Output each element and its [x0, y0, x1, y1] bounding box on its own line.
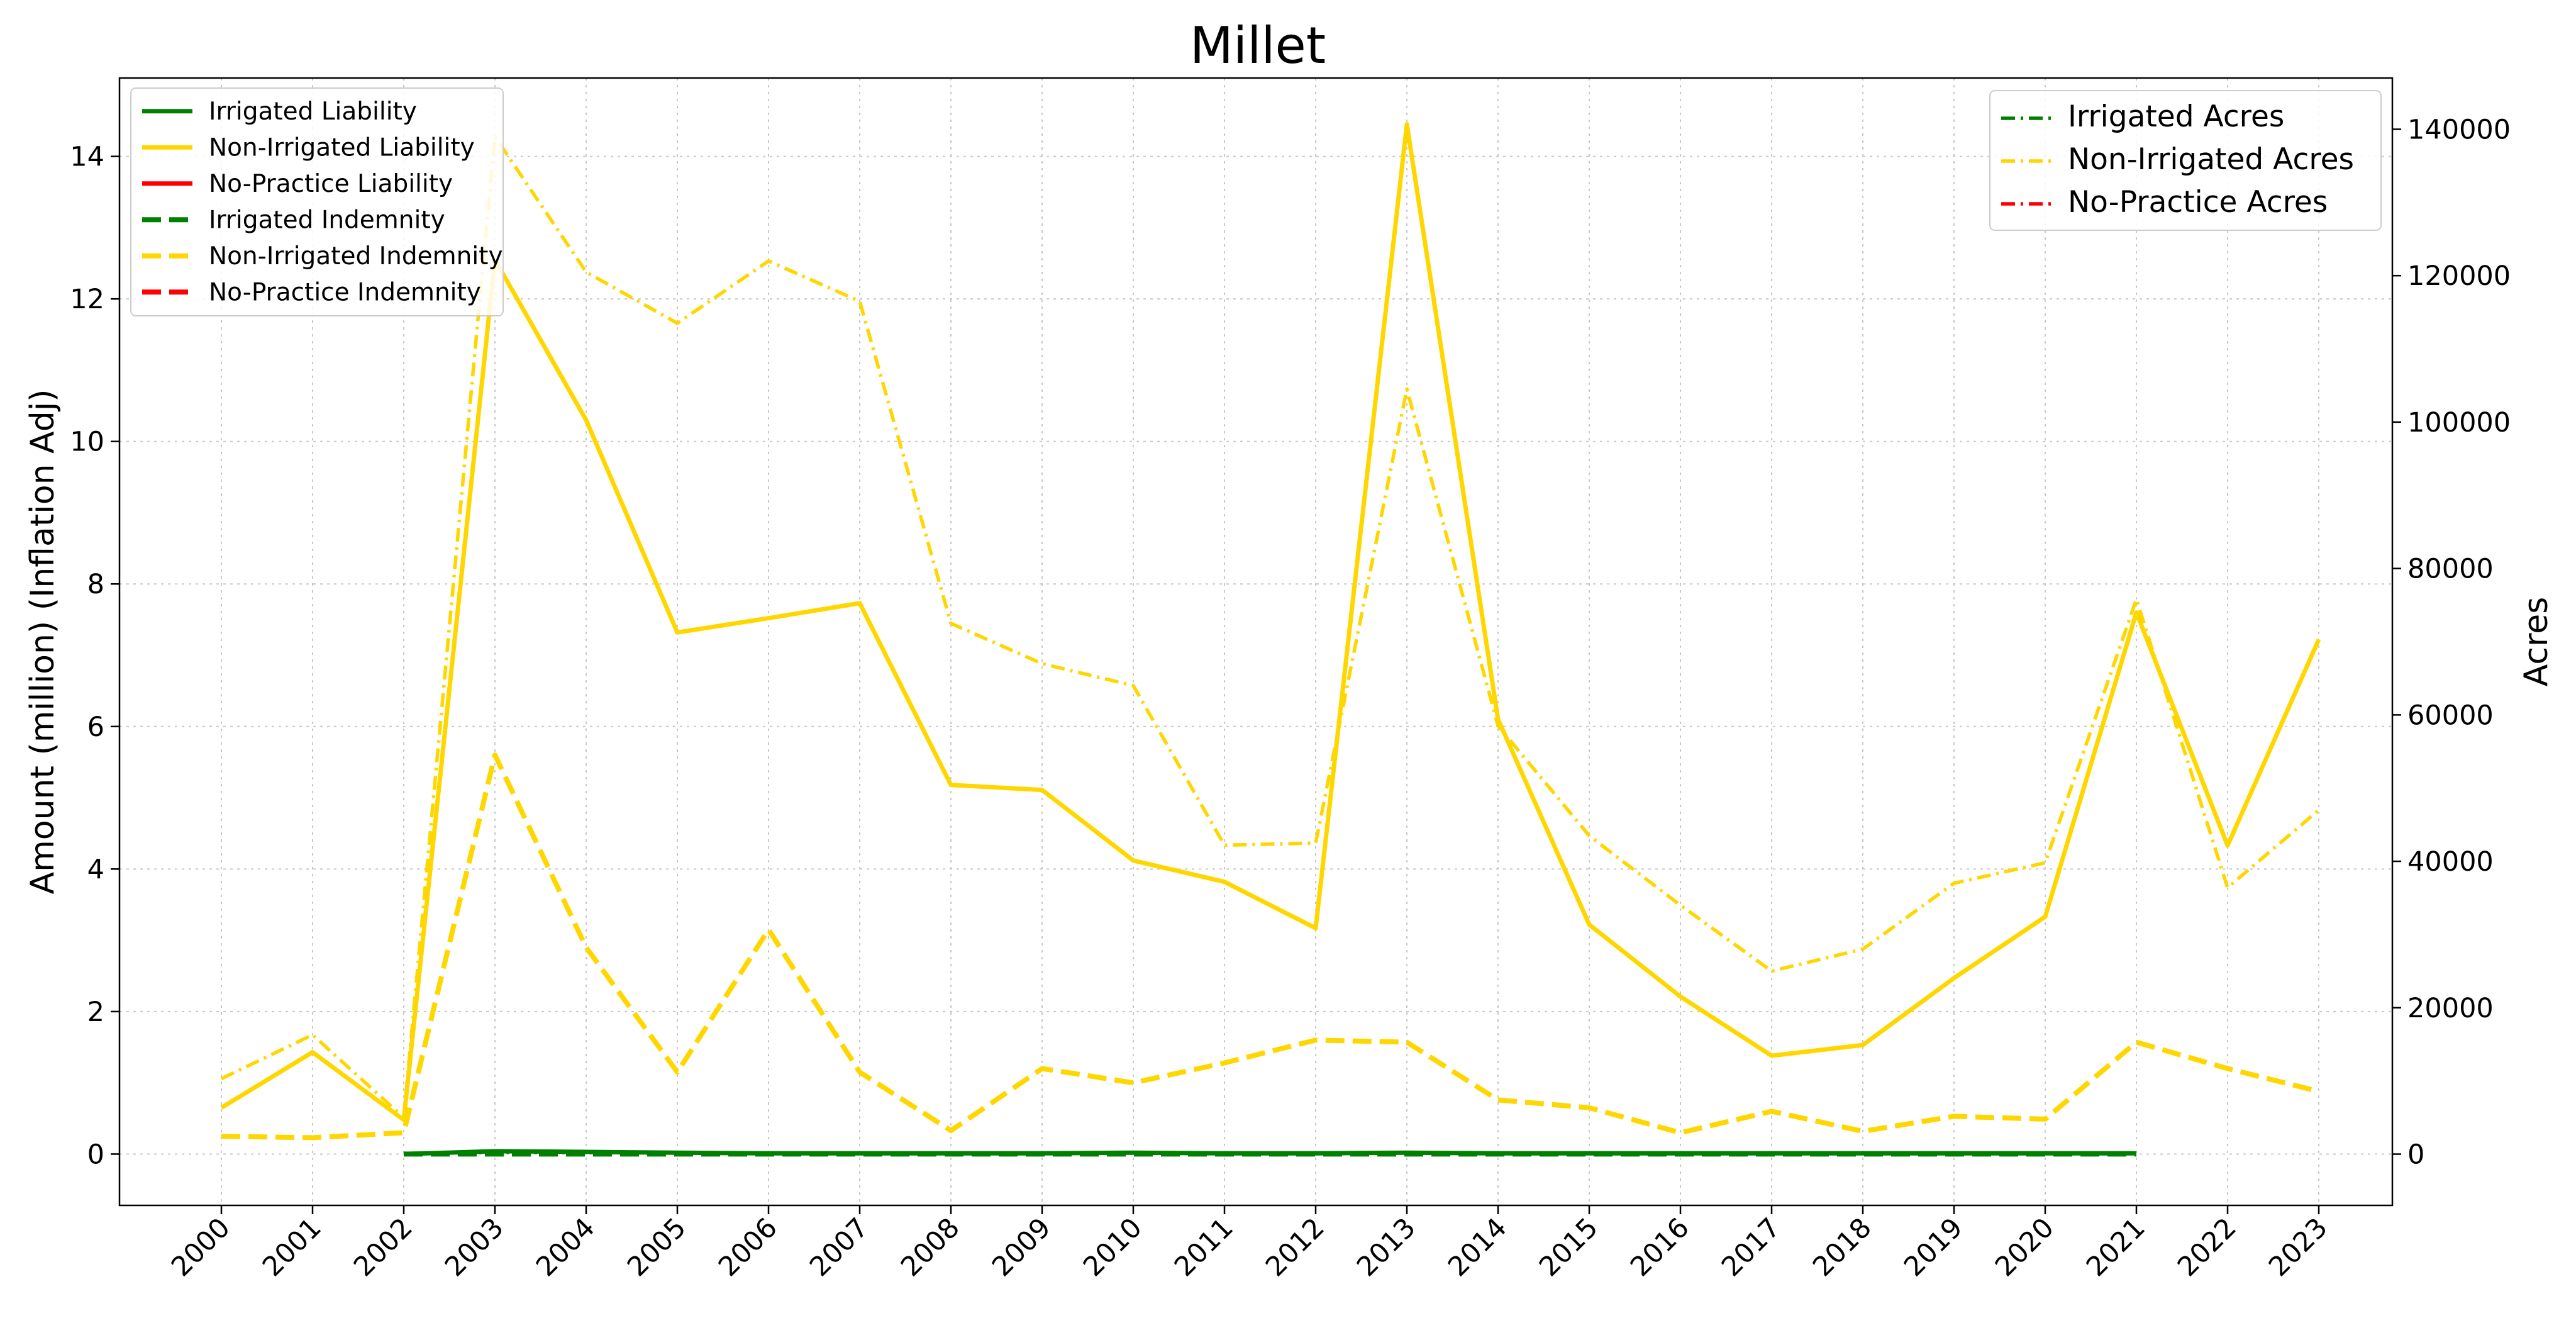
left-y-tick-label: 4: [87, 854, 104, 885]
right-y-tick-label: 20000: [2407, 993, 2494, 1024]
x-tick-label: 2021: [2080, 1212, 2151, 1283]
x-tick-label: 2006: [713, 1212, 784, 1283]
x-tick-label: 2017: [1716, 1212, 1787, 1283]
x-tick-label: 2022: [2172, 1212, 2243, 1283]
chart-title: Millet: [1190, 16, 1326, 75]
x-tick-label: 2004: [530, 1212, 601, 1283]
right-y-tick-label: 0: [2407, 1139, 2424, 1171]
legend-left-entry-box: [130, 87, 504, 316]
x-tick-label: 2014: [1442, 1212, 1513, 1283]
left-y-tick-label: 2: [87, 997, 104, 1028]
legend-left: Irrigated Liability Non-Irrigated Liabili…: [130, 87, 504, 316]
series-line-non-irrigated-indemnity: [221, 752, 2319, 1141]
right-y-tick-label: 120000: [2407, 260, 2511, 292]
legend-left-entry-label: No-Practice Liability: [209, 170, 453, 198]
x-tick-label: 2016: [1624, 1212, 1696, 1283]
x-tick-label: 2003: [439, 1212, 510, 1283]
x-tick-label: 2019: [1898, 1212, 1969, 1283]
legend-left-entry-label: No-Practice Indemnity: [209, 278, 481, 306]
legend-right-entry-box: [1989, 90, 2382, 231]
series-line-non-irrigated-liability: [220, 122, 2321, 1122]
legend-left-entry-label: Non-Irrigated Liability: [209, 133, 475, 162]
x-tick-label: 2012: [1260, 1212, 1331, 1283]
legend-left-entry-label: Irrigated Liability: [209, 98, 417, 126]
x-tick-label: 2010: [1077, 1212, 1148, 1283]
legend-right: Irrigated Acres Non-Irrigated Acres No-Pra…: [1989, 90, 2382, 231]
legend-left-entry-label: Non-Irrigated Indemnity: [209, 242, 503, 271]
x-tick-label: 2008: [895, 1212, 966, 1283]
right-y-tick-label: 40000: [2407, 846, 2494, 878]
x-tick-label: 2011: [1169, 1212, 1240, 1283]
right-y-axis-label: Acres: [2518, 597, 2555, 687]
x-tick-label: 2007: [804, 1212, 875, 1283]
left-y-tick-label: 0: [87, 1139, 104, 1170]
left-y-tick-label: 10: [70, 427, 104, 458]
x-tick-label: 2002: [348, 1212, 419, 1283]
x-tick-label: 2001: [257, 1212, 328, 1283]
legend-right-entry-label: Irrigated Acres: [2068, 99, 2284, 134]
legend-right-entry-label: No-Practice Acres: [2068, 185, 2328, 220]
left-y-axis-label: Amount (million) (Inflation Adj): [24, 389, 62, 895]
legend-left-entry-label: Irrigated Indemnity: [209, 206, 445, 234]
right-y-tick-label: 60000: [2407, 700, 2494, 731]
x-tick-label: 2015: [1533, 1212, 1604, 1283]
left-y-tick-label: 12: [70, 284, 104, 315]
series-layer: [220, 122, 2321, 1157]
left-y-tick-label: 6: [87, 712, 104, 743]
series-line-irrigated-liability: [403, 1149, 2136, 1156]
right-y-tick-label: 80000: [2407, 554, 2494, 585]
x-tick-label: 2018: [1807, 1212, 1878, 1283]
x-tick-label: 2000: [165, 1212, 236, 1283]
x-tick-label: 2020: [1989, 1212, 2060, 1283]
x-tick-label: 2009: [986, 1212, 1057, 1283]
legend-right-entry-label: Non-Irrigated Acres: [2068, 142, 2354, 177]
left-y-tick-label: 8: [87, 569, 104, 600]
right-y-tick-label: 140000: [2407, 114, 2511, 145]
x-tick-label: 2023: [2263, 1212, 2334, 1283]
left-y-tick-label: 14: [70, 142, 104, 173]
right-y-tick-label: 100000: [2407, 407, 2511, 438]
x-tick-label: 2013: [1351, 1212, 1422, 1283]
plot-frame: [118, 77, 2394, 1207]
x-tick-label: 2005: [621, 1212, 692, 1283]
series-line-non-irrigated-acres: [220, 135, 2320, 1120]
